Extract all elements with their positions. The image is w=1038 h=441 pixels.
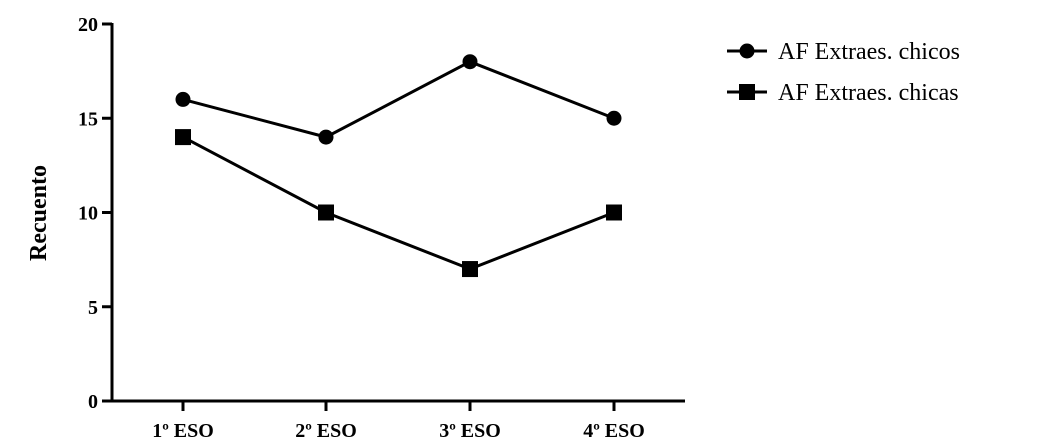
legend-marker-circle — [739, 43, 755, 59]
series-chicos — [175, 54, 622, 145]
x-tick-label: 4º ESO — [583, 420, 645, 441]
x-tick-label: 2º ESO — [295, 420, 357, 441]
x-tick-label: 3º ESO — [439, 420, 501, 441]
legend-marker-square — [739, 84, 755, 100]
legend-item: AF Extraes. chicas — [727, 80, 959, 106]
data-point-circle — [318, 129, 334, 145]
y-tick-label: 10 — [78, 203, 98, 225]
y-tick-label: 15 — [78, 108, 98, 130]
legend-label: AF Extraes. chicos — [778, 39, 960, 65]
y-axis-label: Recuento — [26, 165, 52, 261]
axes — [110, 23, 685, 403]
data-point-square — [606, 204, 622, 221]
legend-label: AF Extraes. chicas — [778, 80, 959, 106]
y-axis-ticks: 0 5 10 15 20 — [78, 14, 112, 413]
y-tick-label: 0 — [88, 391, 98, 413]
data-point-square — [175, 129, 191, 146]
series-chicas — [175, 129, 622, 278]
series-line — [182, 135, 615, 271]
x-axis-ticks: 1º ESO 2º ESO 3º ESO 4º ESO — [152, 401, 645, 441]
data-point-circle — [175, 91, 191, 107]
data-point-square — [462, 261, 478, 278]
data-point-circle — [462, 54, 478, 70]
y-tick-label: 5 — [88, 297, 98, 319]
y-tick-label: 20 — [78, 14, 98, 36]
series-group — [175, 54, 622, 278]
data-point-square — [318, 204, 334, 221]
legend: AF Extraes. chicos AF Extraes. chicas — [727, 39, 960, 106]
x-tick-label: 1º ESO — [152, 420, 214, 441]
legend-item: AF Extraes. chicos — [727, 39, 960, 65]
series-line — [182, 60, 615, 139]
data-point-circle — [606, 110, 622, 126]
